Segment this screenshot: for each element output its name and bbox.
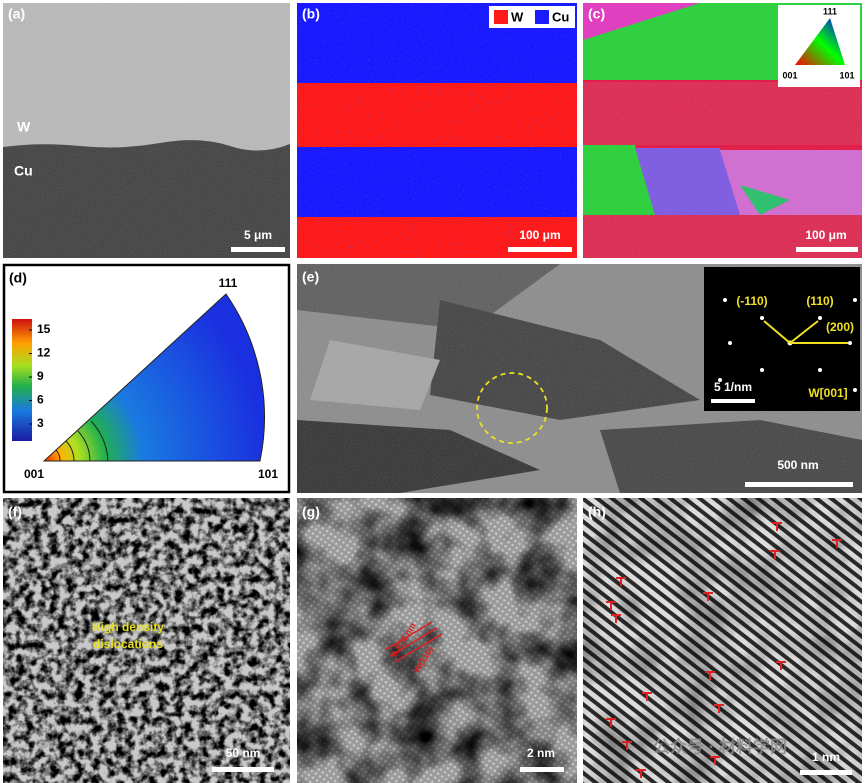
grain xyxy=(720,150,862,215)
panel-e: (-110) (110) (200) 5 1/nm W[001] xyxy=(297,264,862,493)
saed-scale-label: 5 1/nm xyxy=(714,380,752,394)
saed-scale-bar xyxy=(711,399,755,403)
panel-label: (g) xyxy=(302,504,320,520)
saed-inset xyxy=(704,267,860,411)
scale-bar-label: 100 μm xyxy=(519,228,560,242)
legend-label: Cu xyxy=(552,9,569,24)
saed-vectors xyxy=(763,320,848,344)
panel-label: (a) xyxy=(8,6,25,22)
scale-bar-label: 500 nm xyxy=(777,458,818,472)
w-band xyxy=(583,82,862,145)
scale-bar-label: 100 μm xyxy=(805,228,846,242)
corner-label: 001 xyxy=(24,467,44,481)
scale-bar xyxy=(508,247,572,252)
scale-bar xyxy=(231,247,285,252)
grain xyxy=(583,3,700,40)
colorbar-tick-label: 15 xyxy=(37,322,51,336)
spot-label: (110) xyxy=(806,294,833,308)
scale-bar xyxy=(212,767,274,772)
texture xyxy=(3,498,290,783)
panel-b: (b) W Cu 100 μm xyxy=(297,3,577,258)
ipf-key xyxy=(795,18,845,65)
grain xyxy=(635,148,740,215)
ipf-key-label: 111 xyxy=(823,6,837,16)
panel-a: (a) W Cu 5 μm xyxy=(3,3,290,258)
legend-label: W xyxy=(511,9,524,24)
colorbar-tick-label: 9 xyxy=(37,369,44,383)
annotation: Cu xyxy=(14,163,33,179)
annotation: W xyxy=(17,119,31,135)
scale-bar-label: 1 nm xyxy=(812,750,840,764)
scale-bar xyxy=(745,482,853,487)
panel-c: 111 001 101 xyxy=(583,3,862,258)
panel-d: (d) 111 001 101 3 6 9 12 15 xyxy=(2,263,291,494)
spot-label: (-110) xyxy=(736,294,767,308)
scale-bar-label: 5 μm xyxy=(244,228,272,242)
grain xyxy=(740,185,790,215)
scale-bar xyxy=(796,247,858,252)
panel-label: (h) xyxy=(588,504,606,520)
contrast xyxy=(583,498,862,783)
panel-label: (e) xyxy=(302,269,319,285)
panel-h: (h) 1 nm 公众号 · 材料学网 xyxy=(583,498,862,783)
panel-label: (b) xyxy=(302,6,320,22)
corner-label: 101 xyxy=(258,467,278,481)
panel-f: High density dislocations (f) 50 nm xyxy=(3,498,290,783)
ipf-key-label: 001 xyxy=(782,70,797,80)
ipf-key-label: 101 xyxy=(839,70,854,80)
watermark: 公众号 · 材料学网 xyxy=(653,736,787,756)
grain xyxy=(583,145,655,215)
annotation: High density xyxy=(92,620,164,634)
saed-spots xyxy=(718,298,857,392)
panel-label: (d) xyxy=(9,270,27,286)
legend-swatch xyxy=(494,10,508,24)
panel-label: (c) xyxy=(588,6,605,22)
panel-label: (f) xyxy=(8,504,22,520)
fringe-lines xyxy=(384,621,443,663)
contrast xyxy=(297,498,577,783)
scale-bar xyxy=(800,770,852,775)
zone-axis: W[001] xyxy=(808,386,847,400)
scale-bar xyxy=(520,767,564,772)
contour xyxy=(55,420,109,462)
legend-box xyxy=(489,6,575,28)
texture xyxy=(3,3,290,258)
annotation: dislocations xyxy=(93,637,163,651)
colorbar-tick-label: 12 xyxy=(37,346,51,360)
scale-bar-label: 50 nm xyxy=(226,746,261,760)
dislocation-markers xyxy=(606,522,842,778)
legend-swatch xyxy=(535,10,549,24)
panel-g: 0.224 nm W(110) (g) 2 nm xyxy=(297,498,577,783)
ipf-triangle xyxy=(42,293,265,462)
scale-bar-label: 2 nm xyxy=(527,746,555,760)
texture xyxy=(297,3,577,258)
colorbar xyxy=(12,319,32,441)
colorbar-tick-label: 3 xyxy=(37,416,44,430)
spot-label: (200) xyxy=(826,320,854,334)
colorbar-tick-label: 6 xyxy=(37,393,44,407)
corner-label: 111 xyxy=(219,276,238,290)
highlight-circle xyxy=(476,372,548,444)
